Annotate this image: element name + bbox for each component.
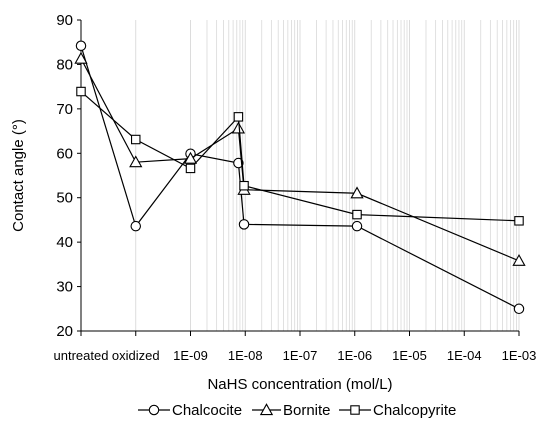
chalcocite-data-point [75, 40, 87, 52]
legend-bornite-marker [259, 403, 274, 416]
chalcopyrite-data-point [131, 134, 141, 145]
x-tick-label: 1E-05 [392, 348, 427, 363]
legend-chalcocite-label: Chalcocite [172, 402, 242, 419]
x-tick-label: 1E-03 [502, 348, 537, 363]
chalcopyrite-data-point [514, 216, 524, 226]
legend-chalcopyrite-label: Chalcopyrite [373, 402, 456, 419]
legend-chalcocite-marker [148, 404, 160, 416]
legend-chalcopyrite-marker [350, 405, 360, 415]
y-tick-label: 50 [56, 190, 73, 207]
bornite-data-point [512, 253, 526, 266]
y-tick-label: 70 [56, 101, 73, 118]
chalcopyrite-data-point [352, 209, 362, 220]
x-tick-label: 1E-07 [283, 348, 318, 363]
chalcopyrite-data-point [239, 180, 249, 191]
bornite-data-point [129, 155, 143, 168]
y-tick-label: 90 [56, 12, 73, 29]
chalcocite-data-point [513, 303, 525, 315]
x-tick-label: 1E-09 [173, 348, 208, 363]
chalcocite-data-point [130, 220, 142, 232]
chalcocite-data-point [238, 219, 250, 230]
x-tick-label: 1E-08 [228, 348, 263, 363]
chalcocite-data-point [233, 157, 244, 169]
x-tick-label: 1E-06 [337, 348, 372, 363]
y-tick-label: 20 [56, 323, 73, 340]
y-tick-label: 80 [56, 56, 73, 73]
bornite-data-point [183, 151, 198, 164]
x-axis-label: NaHS concentration (mol/L) [207, 376, 392, 393]
y-tick-label: 30 [56, 279, 73, 296]
y-tick-label: 60 [56, 145, 73, 162]
chalcopyrite-data-point [233, 112, 244, 122]
x-tick-label: 1E-04 [447, 348, 482, 363]
chalcopyrite-data-point [76, 86, 86, 97]
x-tick-label: untreated [54, 348, 109, 363]
legend-bornite-label: Bornite [283, 402, 331, 419]
y-tick-label: 40 [56, 234, 73, 251]
bornite-data-point [350, 186, 364, 199]
bornite-data-point [231, 121, 246, 134]
chalcopyrite-data-point [185, 163, 196, 174]
chalcocite-data-point [351, 220, 363, 232]
y-axis-label: Contact angle (°) [10, 119, 27, 232]
bornite-data-point [74, 51, 88, 64]
x-tick-label: oxidized [112, 348, 160, 363]
